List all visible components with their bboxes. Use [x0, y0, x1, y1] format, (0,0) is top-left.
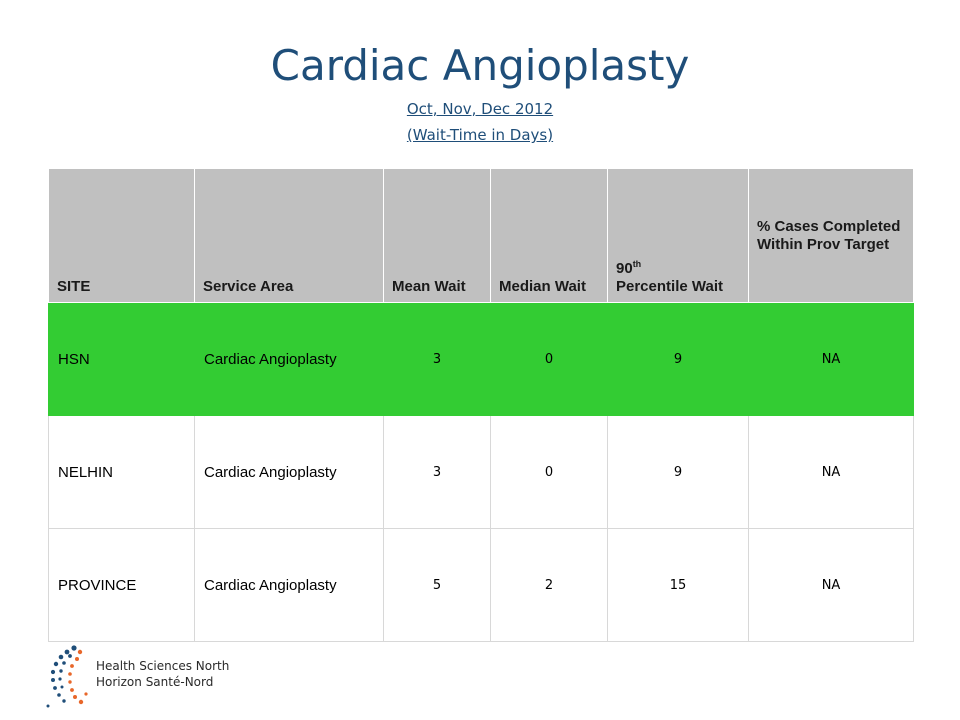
- cell-mean-wait: 3: [383, 415, 491, 529]
- cell-90th-percentile: 15: [607, 528, 749, 642]
- header-90th-rest: Percentile Wait: [616, 278, 723, 295]
- header-median-wait: Median Wait: [490, 168, 608, 303]
- cell-median-wait: 0: [490, 415, 608, 529]
- cell-service-area: Cardiac Angioplasty: [194, 528, 384, 642]
- logo-text: Health Sciences North Horizon Santé-Nord: [96, 658, 229, 690]
- cell-90th-percentile: 9: [607, 302, 749, 416]
- subtitle-period: Oct, Nov, Dec 2012: [406, 100, 554, 118]
- cell-median-wait: 2: [490, 528, 608, 642]
- header-mean-wait: Mean Wait: [383, 168, 491, 303]
- cell-median-wait: 0: [490, 302, 608, 416]
- cell-pct-within-target: NA: [748, 415, 914, 529]
- logo-line-1: Health Sciences North: [96, 659, 230, 673]
- cell-site: NELHIN: [48, 415, 195, 529]
- wait-time-table: SITE Service Area Mean Wait Median Wait …: [48, 168, 914, 642]
- table-row: NELHIN Cardiac Angioplasty 3 0 9 NA: [48, 415, 914, 529]
- header-pct-within-target: % Cases Completed Within Prov Target: [748, 168, 914, 303]
- logo-line-2: Horizon Santé-Nord: [96, 675, 214, 689]
- cell-service-area: Cardiac Angioplasty: [194, 302, 384, 416]
- header-90th-percentile: 90th Percentile Wait: [607, 168, 749, 303]
- header-site: SITE: [48, 168, 195, 303]
- cell-site: HSN: [48, 302, 195, 416]
- cell-90th-percentile: 9: [607, 415, 749, 529]
- header-90th-num: 90: [616, 260, 633, 277]
- cell-mean-wait: 3: [383, 302, 491, 416]
- page-title: Cardiac Angioplasty: [270, 41, 690, 90]
- table-header-row: SITE Service Area Mean Wait Median Wait …: [48, 168, 914, 303]
- subtitle-unit: (Wait-Time in Days): [406, 126, 554, 144]
- cell-mean-wait: 5: [383, 528, 491, 642]
- cell-pct-within-target: NA: [748, 302, 914, 416]
- header-90th-sup: th: [632, 259, 642, 269]
- hsn-logo-icon: [46, 645, 88, 708]
- cell-pct-within-target: NA: [748, 528, 914, 642]
- cell-site: PROVINCE: [48, 528, 195, 642]
- table-row: HSN Cardiac Angioplasty 3 0 9 NA: [48, 302, 914, 416]
- header-service-area: Service Area: [194, 168, 384, 303]
- table-row: PROVINCE Cardiac Angioplasty 5 2 15 NA: [48, 528, 914, 642]
- cell-service-area: Cardiac Angioplasty: [194, 415, 384, 529]
